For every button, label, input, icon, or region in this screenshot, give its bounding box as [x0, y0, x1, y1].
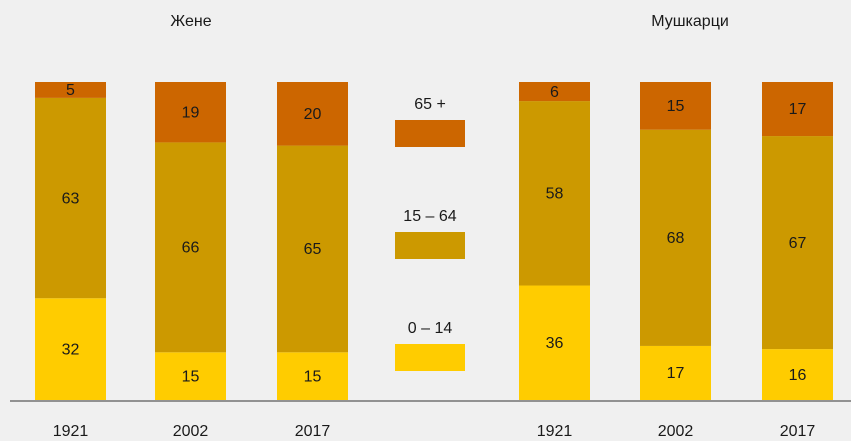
bar-segment — [277, 82, 348, 146]
data-label: 20 — [304, 106, 322, 123]
bar-segment — [277, 145, 348, 353]
data-label: 66 — [182, 240, 200, 257]
data-label: 58 — [546, 186, 564, 203]
data-label: 63 — [62, 190, 80, 207]
data-label: 6 — [550, 84, 559, 101]
x-tick-label: 2017 — [295, 423, 331, 440]
bar-segment — [640, 345, 711, 400]
bar-segment — [35, 82, 106, 98]
chart-title: Мушкарци — [651, 13, 729, 30]
legend-swatch — [395, 120, 465, 147]
data-label: 17 — [789, 101, 807, 118]
data-label: 17 — [667, 365, 685, 382]
legend-swatch — [395, 344, 465, 371]
bar-segment — [277, 352, 348, 400]
x-tick-label: 2017 — [780, 423, 816, 440]
data-label: 65 — [304, 241, 322, 258]
bar-segment — [519, 101, 590, 286]
data-label: 16 — [789, 367, 807, 384]
data-label: 15 — [667, 98, 685, 115]
data-label: 32 — [62, 341, 80, 358]
legend-swatch — [395, 232, 465, 259]
bar-segment — [762, 136, 833, 350]
data-label: 36 — [546, 335, 564, 352]
data-label: 68 — [667, 230, 685, 247]
data-label: 15 — [304, 368, 322, 385]
legend-label: 0 – 14 — [408, 320, 453, 337]
legend-label: 15 – 64 — [403, 208, 456, 225]
x-tick-label: 1921 — [537, 423, 573, 440]
data-label: 67 — [789, 235, 807, 252]
bar-segment — [155, 142, 226, 353]
x-tick-label: 2002 — [658, 423, 694, 440]
legend-label: 65 + — [414, 96, 446, 113]
bar-segment — [640, 82, 711, 130]
bar-segment — [762, 349, 833, 400]
data-label: 15 — [182, 368, 200, 385]
bar-segment — [762, 82, 833, 137]
bar-segment — [155, 82, 226, 143]
bar-segment — [519, 82, 590, 102]
bar-segment — [35, 97, 106, 299]
bar-segment — [519, 285, 590, 400]
x-tick-label: 1921 — [53, 423, 89, 440]
chart-title: Жене — [170, 13, 211, 30]
bar-segment — [35, 298, 106, 400]
data-label: 5 — [66, 82, 75, 99]
x-tick-label: 2002 — [173, 423, 209, 440]
bar-segment — [155, 352, 226, 400]
bar-segment — [640, 129, 711, 346]
data-label: 19 — [182, 104, 200, 121]
